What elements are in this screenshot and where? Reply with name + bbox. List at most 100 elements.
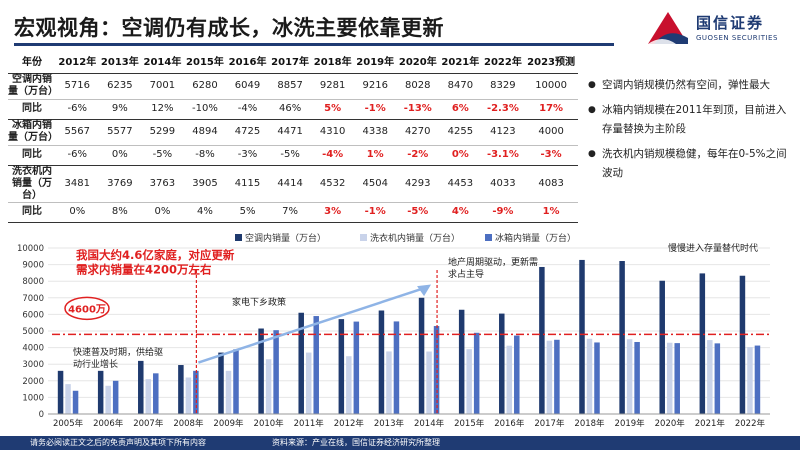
table-cell: -1% <box>353 99 397 120</box>
table-cell: 0% <box>141 202 184 223</box>
annotation-phase2: 地产周期驱动，更新需 <box>448 256 538 268</box>
table-cell: 3481 <box>56 165 99 203</box>
bar-ac <box>579 259 585 414</box>
bar-washer <box>586 338 593 414</box>
bar-ac <box>97 370 104 414</box>
bar-washer <box>747 347 753 414</box>
table-cell: -5% <box>396 202 440 223</box>
bar-ac <box>298 312 304 414</box>
table-cell: 6% <box>439 99 482 120</box>
table-year-header: 2017年 <box>268 53 312 74</box>
table-row: 洗衣机内销量（万台） 3481 3769 3763 3905 4115 4414 4532 45… <box>8 165 578 203</box>
bar-washer <box>426 351 432 414</box>
key-point-item: 冰箱内销规模在2011年到顶，目前进入存量替换为主阶段 <box>588 101 794 139</box>
bar-washer <box>305 352 312 414</box>
bar-fridge <box>72 390 79 414</box>
table-row: 同比 -6% 0% -5% -8% -3% -5% -4% 1% -2% 0% -3.1% -3% <box>8 145 578 166</box>
bar-fridge <box>714 343 721 414</box>
table-cell: 4894 <box>183 119 227 146</box>
policy-trend-arrowhead <box>417 284 432 297</box>
table-cell: 5% <box>311 99 354 120</box>
bar-fridge <box>313 316 319 414</box>
bar-fridge <box>554 339 560 414</box>
table-year-header: 2023预测 <box>524 53 578 74</box>
title-underline <box>14 43 614 46</box>
x-tick-label: 2010年 <box>254 418 285 429</box>
table-row-label: 同比 <box>8 145 56 166</box>
bar-washer <box>707 340 713 414</box>
table-row-label: 同比 <box>8 202 56 223</box>
table-cell: 4033 <box>481 165 525 203</box>
table-year-header: 2020年 <box>396 53 440 74</box>
table-cell: 9281 <box>311 73 354 100</box>
y-tick-label: 3000 <box>22 360 44 370</box>
table-year-header: 2012年 <box>56 53 99 74</box>
bar-ac <box>138 360 144 414</box>
table-cell: 4% <box>439 202 482 223</box>
table-cell: -10% <box>183 99 227 120</box>
table-cell: 4123 <box>481 119 525 146</box>
y-tick-label: 0 <box>39 410 44 420</box>
key-point-item: 洗衣机内销规模稳健，每年在0-5%之间波动 <box>588 145 794 183</box>
table-cell: 4255 <box>439 119 482 146</box>
table-cell: 3905 <box>183 165 227 203</box>
table-cell: -3.1% <box>481 145 525 166</box>
table-cell: 17% <box>524 99 578 120</box>
bar-washer <box>346 356 352 414</box>
table-row: 同比 -6% 9% 12% -10% -4% 46% 5% -1% -13% 6% -2.3% 17% <box>8 99 578 120</box>
bar-ac <box>539 266 545 414</box>
y-tick-label: 6000 <box>22 310 44 320</box>
logo-emblem-icon <box>648 12 688 44</box>
table-year-header: 2021年 <box>439 53 482 74</box>
table-cell: 9216 <box>353 73 397 100</box>
x-tick-label: 2018年 <box>574 418 605 429</box>
policy-trend-arrow <box>197 286 426 364</box>
table-cell: 4293 <box>396 165 440 203</box>
header: 宏观视角：空调仍有成长，冰洗主要依靠更新 国信证券 GUOSEN SECURIT… <box>0 0 800 50</box>
table-cell: 4471 <box>268 119 312 146</box>
table-cell: -9% <box>481 202 525 223</box>
table-cell: 6280 <box>183 73 227 100</box>
legend-swatch <box>360 234 367 241</box>
bar-ac <box>378 310 385 414</box>
table-cell: 0% <box>98 145 142 166</box>
bar-washer <box>626 339 633 414</box>
table-cell: 8857 <box>268 73 312 100</box>
bar-ac <box>659 280 665 414</box>
table-cell: 6049 <box>226 73 269 100</box>
table-year-header: 2022年 <box>481 53 525 74</box>
table-cell: 7001 <box>141 73 184 100</box>
table-cell: 5577 <box>98 119 142 146</box>
table-row-label: 洗衣机内销量（万台） <box>8 165 56 203</box>
table-cell: 4453 <box>439 165 482 203</box>
footer-disclaimer: 请务必阅读正文之后的免责声明及其项下所有内容 <box>30 438 206 447</box>
key-points-list: 空调内销规模仍然有空间，弹性最大冰箱内销规模在2011年到顶，目前进入存量替换为… <box>588 76 794 189</box>
company-logo: 国信证券 GUOSEN SECURITIES <box>646 8 796 48</box>
bar-ac <box>57 370 64 414</box>
table-cell: 4115 <box>226 165 269 203</box>
table-year-header: 2014年 <box>141 53 184 74</box>
x-tick-label: 2007年 <box>133 418 164 429</box>
table-cell: -4% <box>226 99 269 120</box>
footer-bar: 请务必阅读正文之后的免责声明及其项下所有内容 资料来源：产业在线，国信证券经济研… <box>0 436 800 450</box>
x-tick-label: 2020年 <box>655 418 686 429</box>
table-cell: 0% <box>56 202 99 223</box>
x-tick-label: 2017年 <box>534 418 565 429</box>
x-tick-label: 2022年 <box>735 418 766 429</box>
table-cell: 46% <box>268 99 312 120</box>
table-cell: 4725 <box>226 119 269 146</box>
bar-ac <box>739 275 746 414</box>
bar-washer <box>546 340 553 414</box>
table-cell: -3% <box>226 145 269 166</box>
table-cell: -6% <box>56 99 99 120</box>
y-tick-label: 8000 <box>22 277 44 287</box>
bar-ac <box>178 365 184 414</box>
table-cell: 0% <box>439 145 482 166</box>
table-cell: -2% <box>396 145 440 166</box>
table-cell: 5567 <box>56 119 99 146</box>
sales-bar-chart: 0 1000 2000 3000 4000 5000 6000 7000 8000 9000 100… <box>17 232 770 429</box>
table-cell: 4504 <box>353 165 397 203</box>
reference-label-bubble <box>64 296 110 321</box>
bar-ac <box>499 313 505 414</box>
legend-label: 洗衣机内销量（万台） <box>370 232 460 244</box>
